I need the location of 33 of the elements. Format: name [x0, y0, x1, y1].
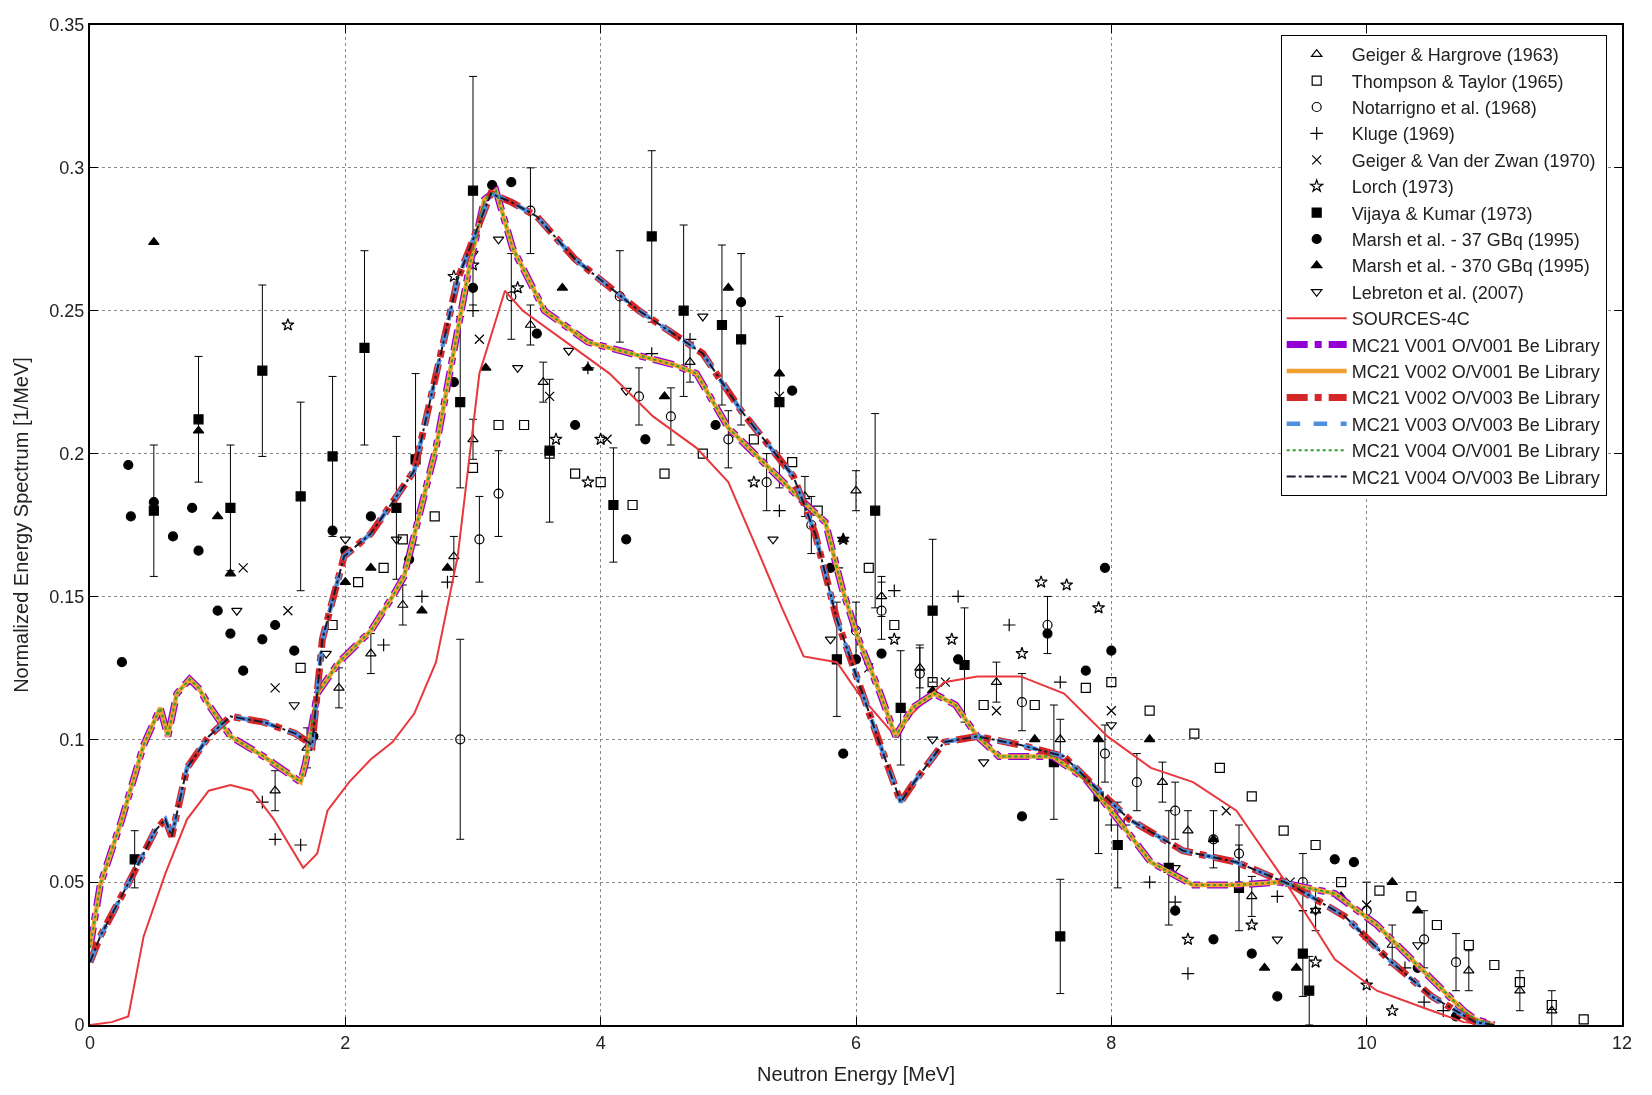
x-axis-title: Neutron Energy [MeV]	[757, 1062, 955, 1085]
legend-label: Geiger & Hargrove (1963)	[1351, 45, 1559, 66]
y-tick-label: 0	[74, 1015, 85, 1036]
x-tick-label: 4	[595, 1032, 606, 1053]
legend-label: Lorch (1973)	[1351, 177, 1454, 198]
x-tick-label: 2	[340, 1032, 351, 1053]
legend-label: MC21 V004 O/V003 Be Library	[1351, 467, 1600, 488]
x-tick-label: 8	[1106, 1032, 1117, 1053]
legend-label: MC21 V004 O/V001 Be Library	[1351, 441, 1600, 462]
legend-label: Kluge (1969)	[1351, 124, 1455, 145]
legend-label: Thompson & Taylor (1965)	[1351, 71, 1564, 92]
legend-label: MC21 V001 O/V001 Be Library	[1351, 335, 1600, 356]
y-tick-label: 0.35	[49, 15, 85, 36]
y-tick-label: 0.2	[59, 443, 85, 464]
y-axis-title: Normalized Energy Spectrum [1/MeV]	[10, 357, 33, 693]
y-tick-label: 0.3	[59, 158, 85, 179]
x-tick-label: 10	[1356, 1032, 1377, 1053]
legend-label: Vijaya & Kumar (1973)	[1351, 203, 1533, 224]
legend-label: MC21 V002 O/V001 Be Library	[1351, 362, 1600, 383]
legend-label: MC21 V003 O/V003 Be Library	[1351, 414, 1600, 435]
y-tick-label: 0.05	[49, 872, 85, 893]
y-tick-label: 0.15	[49, 586, 85, 607]
legend-label: Marsh et al. - 370 GBq (1995)	[1351, 256, 1590, 277]
y-tick-label: 0.1	[59, 729, 85, 750]
x-tick-label: 12	[1611, 1032, 1633, 1053]
y-tick-label: 0.25	[49, 301, 85, 322]
legend-label: Marsh et al. - 37 GBq (1995)	[1351, 230, 1580, 251]
legend-label: Notarrigno et al. (1968)	[1351, 98, 1537, 119]
x-tick-label: 6	[850, 1032, 862, 1053]
legend-label: SOURCES-4C	[1351, 309, 1470, 330]
legend-label: Lebreton et al. (2007)	[1351, 282, 1524, 303]
legend-label: Geiger & Van der Zwan (1970)	[1351, 150, 1596, 171]
legend-label: MC21 V002 O/V003 Be Library	[1351, 388, 1600, 409]
